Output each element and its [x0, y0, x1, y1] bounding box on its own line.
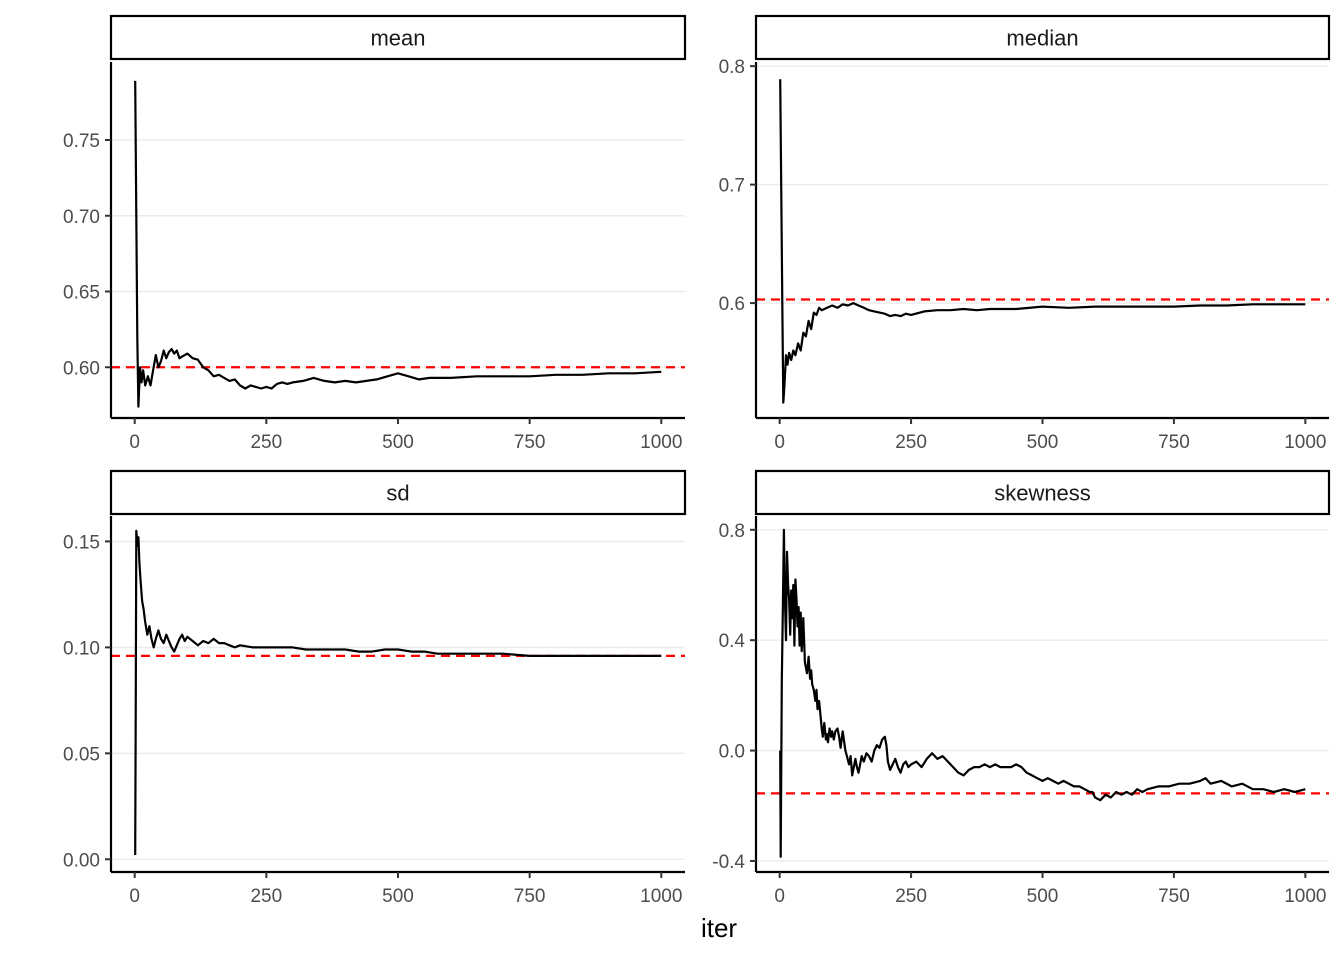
facet-strip-label: mean: [370, 26, 425, 51]
series-line: [134, 529, 662, 856]
x-tick-label: 250: [895, 432, 927, 453]
x-tick-label: 1000: [1284, 432, 1326, 453]
facet-panel-skewness: skewness -0.4 0.0 0.4 0.8 0 250 500 750 1000: [712, 469, 1331, 907]
y-tick-label: 0.65: [63, 283, 100, 304]
y-tick-label: 0.6: [719, 294, 745, 315]
x-tick-label: 1000: [640, 432, 682, 453]
y-tick-label: -0.4: [712, 852, 745, 873]
series-line: [779, 528, 1306, 858]
x-tick-label: 0: [774, 432, 785, 453]
x-tick-label: 250: [895, 886, 927, 907]
series-line: [779, 79, 1306, 404]
y-tick-label: 0.05: [63, 744, 100, 765]
y-tick-label: 0.10: [63, 638, 100, 659]
facet-strip: [109, 469, 687, 516]
x-tick-label: 250: [250, 886, 282, 907]
y-tick-label: 0.75: [63, 131, 100, 152]
y-tick-label: 0.8: [719, 521, 745, 542]
facet-panel-mean: mean 0.60 0.65 0.70 0.75 0 250 500 750 1000: [63, 14, 687, 453]
x-tick-label: 750: [1158, 432, 1190, 453]
x-tick-label: 500: [382, 886, 414, 907]
x-tick-label: 750: [514, 886, 546, 907]
x-tick-label: 500: [1027, 432, 1059, 453]
y-tick-label: 0.70: [63, 207, 100, 228]
facet-strip-label: sd: [386, 481, 409, 506]
x-axis-label: iter: [701, 913, 737, 943]
y-tick-label: 0.8: [719, 57, 745, 78]
y-tick-label: 0.0: [719, 742, 745, 763]
y-tick-label: 0.60: [63, 358, 100, 379]
y-tick-label: 0.7: [719, 176, 745, 197]
y-tick-label: 0.4: [719, 631, 746, 652]
x-tick-label: 1000: [640, 886, 682, 907]
y-tick-label: 0.00: [63, 850, 100, 871]
facet-panel-median: median 0.6 0.7 0.8 0 250 500 750 1000: [719, 14, 1331, 453]
series-line: [134, 80, 662, 408]
x-tick-label: 750: [1158, 886, 1190, 907]
x-tick-label: 1000: [1284, 886, 1326, 907]
facet-strip-label: skewness: [994, 481, 1091, 506]
facet-strip: [754, 469, 1331, 516]
x-tick-label: 750: [514, 432, 546, 453]
facet-strip: [109, 14, 687, 61]
y-tick-label: 0.15: [63, 532, 100, 553]
x-tick-label: 500: [1027, 886, 1059, 907]
x-tick-label: 250: [250, 432, 282, 453]
facet-strip: [754, 14, 1331, 61]
facet-strip-label: median: [1006, 26, 1078, 51]
x-tick-label: 0: [129, 886, 140, 907]
facet-panel-sd: sd 0.00 0.05 0.10 0.15 0 250 500 750 1000: [63, 469, 687, 907]
x-tick-label: 0: [774, 886, 785, 907]
x-tick-label: 0: [129, 432, 140, 453]
x-tick-label: 500: [382, 432, 414, 453]
